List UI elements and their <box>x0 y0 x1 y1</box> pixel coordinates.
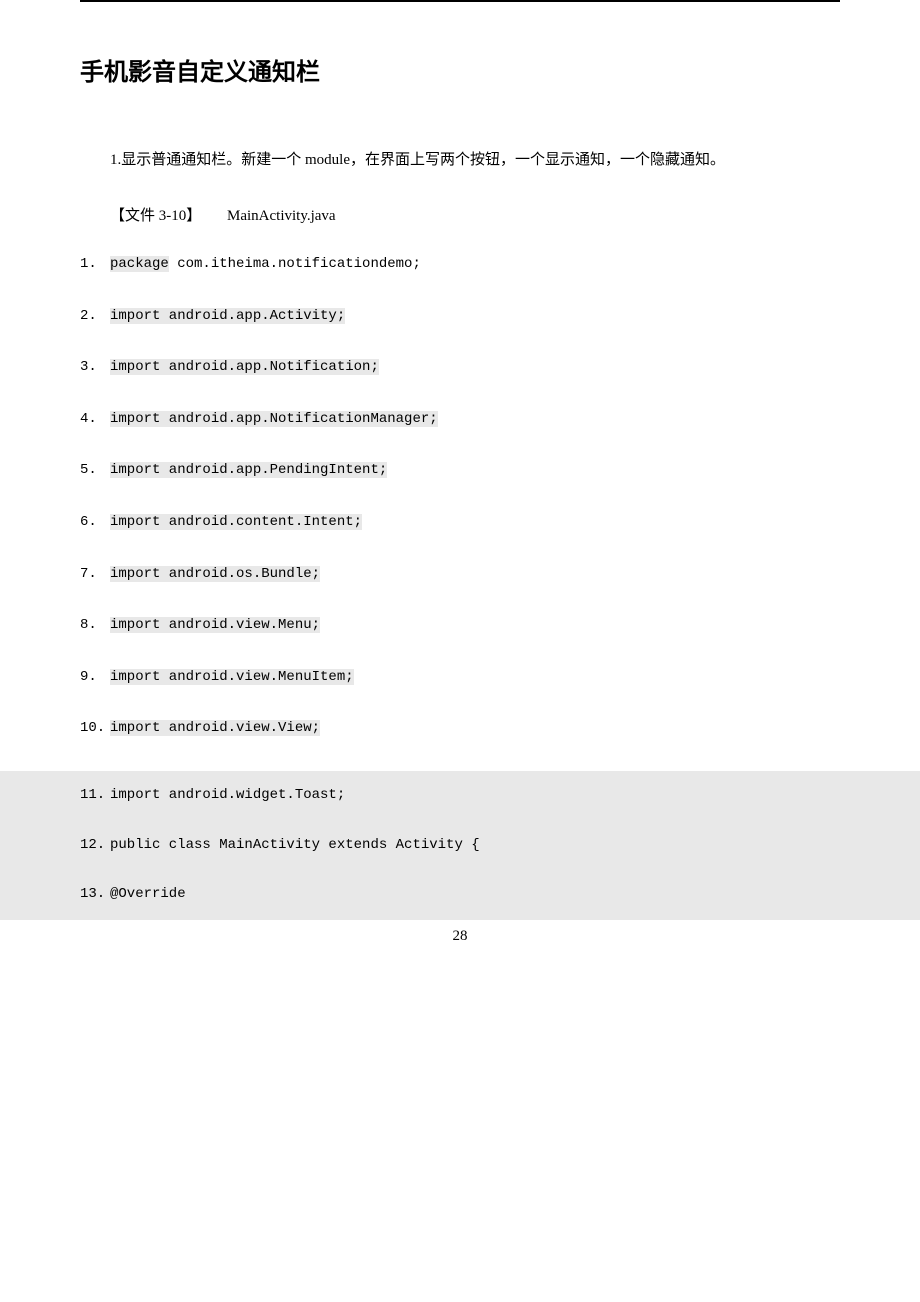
code-line-2: 2. import android.app.Activity; <box>80 307 840 327</box>
line-number: 9. <box>80 668 110 688</box>
line-number: 12. <box>80 836 110 856</box>
code-text: import android.os.Bundle; <box>110 565 840 585</box>
line-number: 5. <box>80 461 110 481</box>
code-text: package com.itheima.notificationdemo; <box>110 255 840 275</box>
code-line-9: 9. import android.view.MenuItem; <box>80 668 840 688</box>
line-number: 7. <box>80 565 110 585</box>
file-name: MainActivity.java <box>227 208 336 224</box>
title-bold: 手机影音 <box>80 59 176 86</box>
code-line-1: 1. package com.itheima.notificationdemo; <box>80 255 840 275</box>
code-line-10: 10. import android.view.View; <box>80 719 840 739</box>
file-label: 【文件 3-10】 MainActivity.java <box>80 204 840 225</box>
line-number: 4. <box>80 410 110 430</box>
intro-paragraph: 1.显示普通通知栏。新建一个 module，在界面上写两个按钮，一个显示通知，一… <box>80 147 840 174</box>
code-text: import android.content.Intent; <box>110 513 840 533</box>
page-number: 28 <box>80 928 840 945</box>
line-number: 6. <box>80 513 110 533</box>
line-number: 3. <box>80 358 110 378</box>
code-text: import android.app.Activity; <box>110 307 840 327</box>
line-number: 10. <box>80 719 110 739</box>
shaded-code-block: 11. import android.widget.Toast; 12. pub… <box>0 771 920 920</box>
code-line-13: 13. @Override <box>80 870 840 920</box>
code-line-6: 6. import android.content.Intent; <box>80 513 840 533</box>
code-line-8: 8. import android.view.Menu; <box>80 616 840 636</box>
code-line-3: 3. import android.app.Notification; <box>80 358 840 378</box>
code-text: @Override <box>110 885 840 905</box>
code-text: import android.widget.Toast; <box>110 786 840 806</box>
page-container: 手机影音自定义通知栏 1.显示普通通知栏。新建一个 module，在界面上写两个… <box>0 0 920 945</box>
code-line-12: 12. public class MainActivity extends Ac… <box>80 821 840 871</box>
code-block: 1. package com.itheima.notificationdemo;… <box>80 255 840 739</box>
code-line-5: 5. import android.app.PendingIntent; <box>80 461 840 481</box>
code-text: import android.view.Menu; <box>110 616 840 636</box>
line-number: 8. <box>80 616 110 636</box>
code-line-7: 7. import android.os.Bundle; <box>80 565 840 585</box>
code-text: import android.view.MenuItem; <box>110 668 840 688</box>
code-line-4: 4. import android.app.NotificationManage… <box>80 410 840 430</box>
line-number: 11. <box>80 786 110 806</box>
code-text: import android.app.Notification; <box>110 358 840 378</box>
line-number: 13. <box>80 885 110 905</box>
page-title: 手机影音自定义通知栏 <box>80 52 840 87</box>
code-text: public class MainActivity extends Activi… <box>110 836 840 856</box>
top-border <box>80 0 840 2</box>
file-ref: 【文件 3-10】 <box>110 208 201 224</box>
title-rest: 自定义通知栏 <box>176 59 320 86</box>
code-text: import android.app.PendingIntent; <box>110 461 840 481</box>
line-number: 2. <box>80 307 110 327</box>
code-text: import android.app.NotificationManager; <box>110 410 840 430</box>
code-line-11: 11. import android.widget.Toast; <box>80 771 840 821</box>
code-text: import android.view.View; <box>110 719 840 739</box>
line-number: 1. <box>80 255 110 275</box>
